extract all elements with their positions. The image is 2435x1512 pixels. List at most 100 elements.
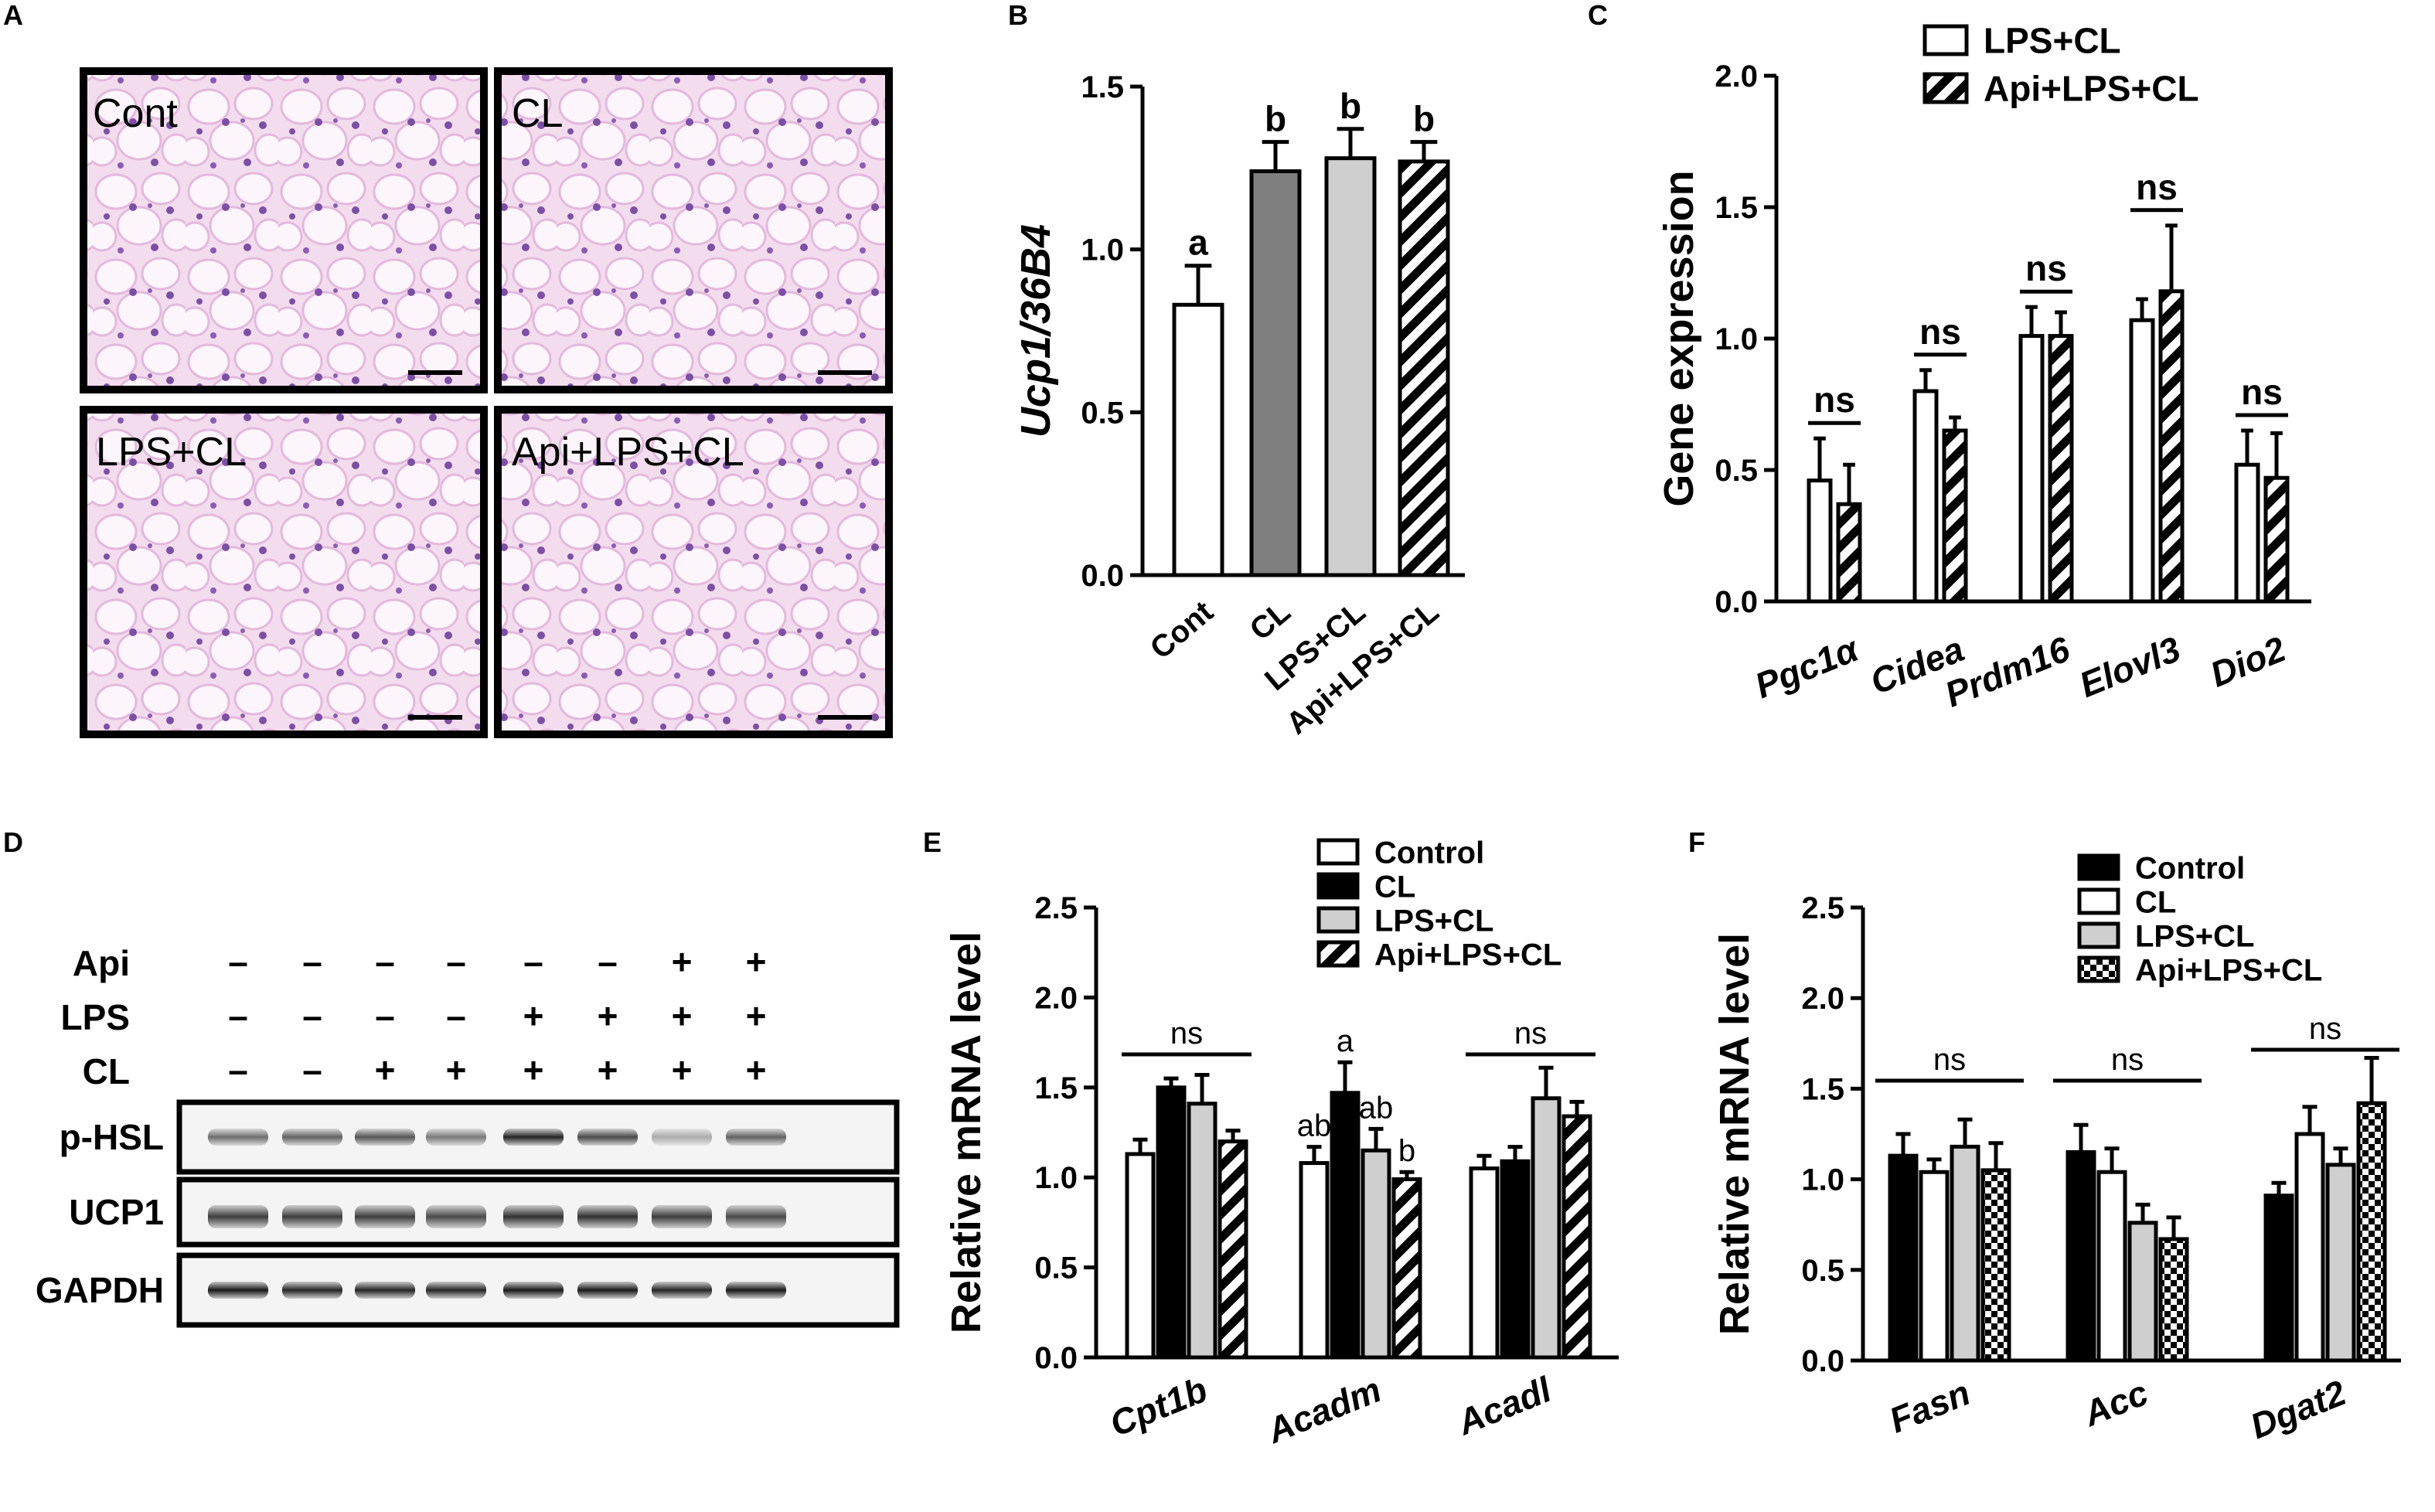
category-label: Dgat2 [2245,1372,2352,1446]
bar [1391,1177,1422,1360]
bar [1330,1091,1361,1360]
bar [1218,1139,1248,1360]
bar [1500,1159,1531,1360]
bar [2129,318,2155,604]
blot-band [282,1205,342,1228]
category-label: Acadm [1261,1369,1387,1451]
significance-label: ns [2241,372,2283,412]
y-tick-label: 0.0 [1081,559,1124,593]
bar [1299,1161,1330,1360]
blot-band [652,1205,712,1228]
y-tick-label: 0.5 [1715,454,1758,488]
category-label: Cont [1144,594,1220,666]
category-label: Acadl [1451,1369,1558,1443]
bar [2127,1221,2158,1363]
bar [2234,462,2260,604]
y-axis-label: Ucp1/36B4 [1013,224,1059,438]
legend-label: LPS+CL [1374,904,1493,938]
significance-label: ns [1813,380,1855,420]
y-tick-label: 1.0 [1715,322,1758,356]
blot-band [426,1282,486,1299]
bar [1125,1152,1156,1360]
treatment-sign: – [446,996,466,1036]
y-tick-label: 0.5 [1081,396,1124,430]
y-tick-label: 2.5 [1034,891,1078,925]
panel-letter-f: F [1688,826,1705,858]
legend-swatch [1316,872,1360,900]
y-tick-label: 0.5 [1801,1254,1844,1288]
micrograph-api-lps-cl: Api+LPS+CL [494,406,893,738]
y-tick-label: 0.0 [1715,585,1758,619]
treatment-sign: + [746,942,767,982]
significance-label: ns [2309,1012,2341,1046]
treatment-sign: + [672,1050,693,1090]
bar [1807,478,1833,604]
treatment-sign: + [446,1050,467,1090]
treatment-sign: + [672,942,693,982]
bar [1919,1170,1950,1363]
blot-label: GAPDH [36,1270,164,1310]
bar [1912,389,1939,604]
y-tick-label: 0.0 [1801,1344,1844,1378]
legend-label: LPS+CL [1984,21,2121,61]
significance-letter: ab [1359,1091,1394,1125]
bar [1398,159,1450,577]
treatment-label: CL [83,1051,130,1091]
blot-band [577,1205,638,1228]
y-tick-label: 2.5 [1801,891,1844,925]
blot-band [503,1129,564,1146]
category-label: Acc [2077,1372,2154,1434]
treatment-sign: – [302,942,322,982]
chart-f-lipogenesis-genes: 0.0 0.5 1.0 1.5 2.0 2.5 Relative mRNA level ns F… [1711,851,2401,1446]
panel-letter-b: B [1008,0,1028,31]
significance-letter: a [1188,223,1208,263]
significance-letter: b [1340,86,1361,126]
bar [1172,302,1224,577]
legend-swatch [1922,24,1969,56]
bar [2096,1170,2127,1363]
treatment-sign: + [523,1050,544,1090]
treatment-sign: – [375,996,395,1036]
panel-d-western-blot: Api – – – – – – + + LPS – – – – + + + + CL – – + + + + + + p-HSL UCP… [36,942,900,1328]
legend-label: Control [1374,836,1484,870]
blot-band [282,1129,342,1146]
legend-swatch [2077,955,2120,983]
bar [2294,1132,2325,1363]
blot-band [503,1282,564,1299]
significance-letter: ab [1297,1109,1332,1143]
blot-band [426,1205,486,1228]
legend-label: CL [2135,885,2176,919]
significance-label: ns [2136,167,2178,207]
treatment-label: LPS [61,997,130,1037]
y-tick-label: 1.5 [1715,191,1758,225]
category-label: Pgc1α [1749,628,1865,706]
y-tick-label: 1.0 [1801,1163,1844,1197]
significance-label: ns [1170,1017,1203,1051]
blot-band [282,1282,342,1299]
bar [1950,1144,1980,1363]
blot-band [426,1129,486,1146]
bar [2356,1101,2387,1363]
bar [1361,1148,1391,1360]
category-label: Dio2 [2205,628,2291,695]
bar [1561,1114,1592,1360]
blot-band [208,1129,268,1146]
significance-label: ns [2025,248,2067,288]
significance-label: ns [2111,1043,2144,1077]
legend-swatch [1316,838,1360,866]
legend-swatch [1316,906,1360,934]
category-label: CL [1244,594,1297,647]
treatment-sign: – [598,942,618,982]
blot-label: p-HSL [60,1117,164,1157]
legend-label: Control [2135,851,2245,885]
blot-band [355,1205,415,1228]
y-tick-label: 1.5 [1081,70,1124,104]
y-tick-label: 1.0 [1034,1161,1078,1195]
legend-swatch [1922,72,1969,104]
micrograph-cl: CL [494,67,893,393]
bar [1942,428,1968,604]
bar [1187,1102,1218,1360]
bar [2048,334,2074,604]
panel-a-micrographs: Cont CL LPS+CL Api+LPS+CL [80,67,893,738]
